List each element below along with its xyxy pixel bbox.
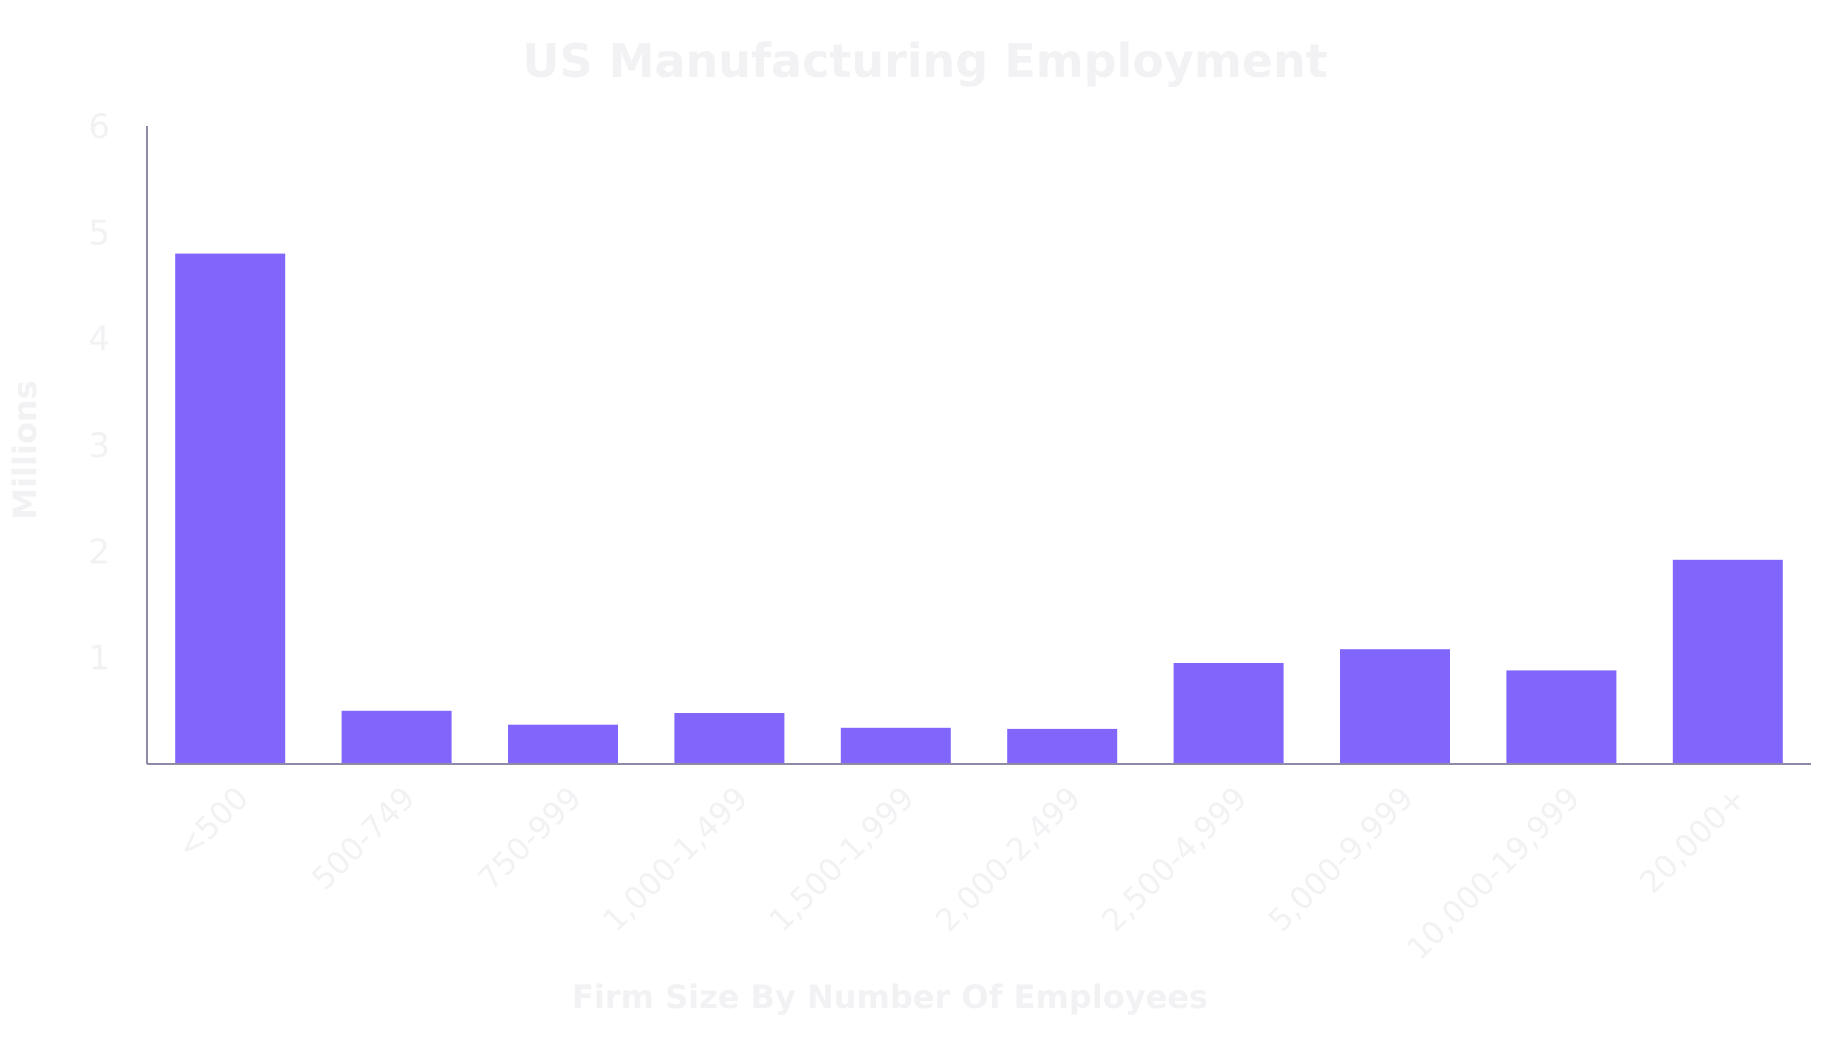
- bar-6: [1173, 663, 1284, 764]
- bar-1: [341, 710, 452, 764]
- bar-3: [674, 713, 785, 764]
- y-tick-label-1: 2: [88, 532, 110, 572]
- y-tick-label-0: 1: [88, 639, 110, 679]
- bars: [175, 253, 1783, 764]
- y-axis-title: Millions: [6, 380, 44, 520]
- bar-7: [1340, 649, 1450, 764]
- bar-8: [1506, 670, 1617, 764]
- y-tick-label-2: 3: [88, 426, 110, 466]
- x-tick-label-0: <500: [170, 780, 256, 866]
- x-axis-labels: <500 500-749 750-999 1,000-1,499 1,500-1,999…: [170, 780, 1753, 967]
- x-tick-label-1: 500-749: [305, 780, 422, 897]
- x-tick-label-6: 2,500-4,999: [1095, 780, 1254, 939]
- bar-9: [1672, 559, 1783, 764]
- x-tick-label-9: 20,000+: [1633, 780, 1754, 901]
- y-tick-label-4: 5: [88, 213, 110, 253]
- axes: [146, 126, 1811, 765]
- y-tick-label-5: 6: [88, 107, 110, 147]
- x-axis-title: Firm Size By Number Of Employees: [572, 978, 1208, 1016]
- bar-0: [175, 253, 286, 764]
- chart-title: US Manufacturing Employment: [522, 34, 1328, 88]
- bar-2: [508, 724, 618, 764]
- x-tick-label-7: 5,000-9,999: [1262, 780, 1421, 939]
- bar-5: [1007, 728, 1118, 764]
- x-tick-label-8: 10,000-19,999: [1400, 780, 1587, 967]
- x-tick-label-4: 1,500-1,999: [763, 780, 922, 939]
- x-tick-label-3: 1,000-1,499: [596, 780, 755, 939]
- y-tick-label-3: 4: [88, 320, 110, 360]
- bar-4: [840, 727, 951, 764]
- x-tick-label-2: 750-999: [472, 780, 589, 897]
- x-tick-label-5: 2,000-2,499: [929, 780, 1088, 939]
- y-axis-ticks: 1 2 3 4 5 6: [88, 107, 110, 679]
